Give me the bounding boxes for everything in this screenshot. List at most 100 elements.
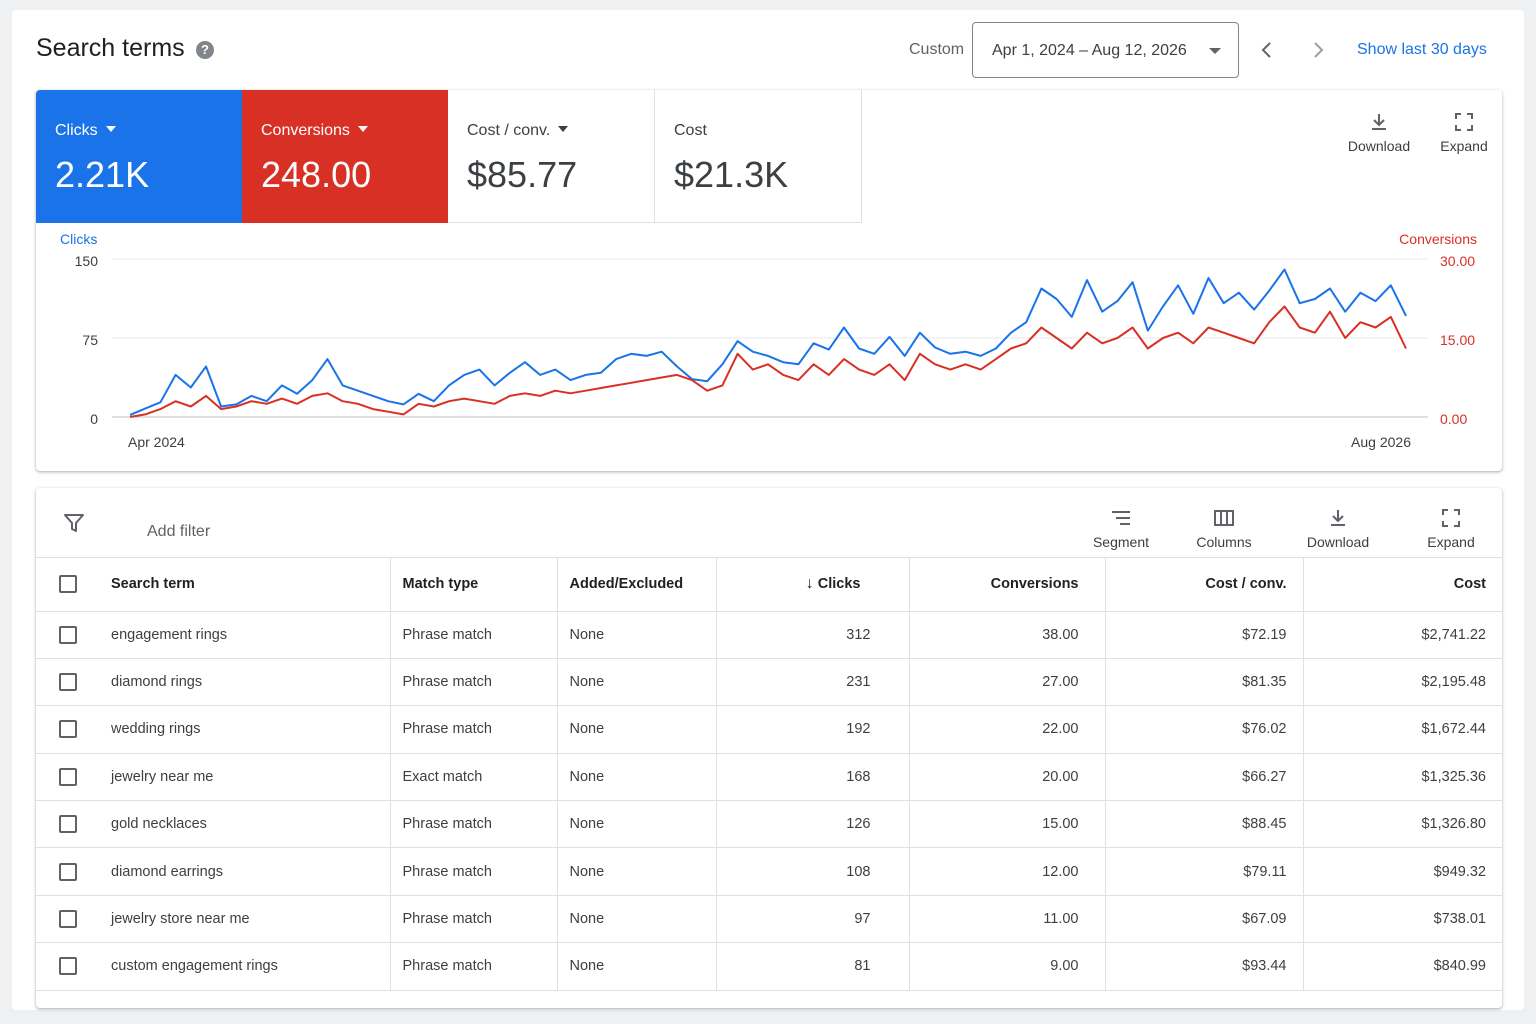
- search-term-cell[interactable]: gold necklaces: [100, 800, 390, 849]
- added-excluded-cell: None: [556, 611, 716, 659]
- metric-value: $21.3K: [674, 154, 789, 195]
- previous-period-button[interactable]: [1255, 38, 1279, 62]
- x-start-label: Apr 2024: [128, 434, 185, 450]
- table-expand-button[interactable]: Expand: [1421, 508, 1481, 550]
- row-checkbox[interactable]: [59, 815, 77, 834]
- cost-per-conv-cell: $93.44: [1104, 942, 1303, 991]
- column-header-search-term[interactable]: Search term: [100, 558, 390, 612]
- column-header-cost-per-conv[interactable]: Cost / conv.: [1104, 558, 1303, 612]
- next-period-button[interactable]: [1306, 38, 1330, 62]
- table-body: engagement rings Phrase match None 312 38.00…: [36, 611, 1502, 991]
- search-term-cell[interactable]: diamond earrings: [100, 847, 390, 896]
- search-terms-page: Search terms ? Custom Apr 1, 2024 – Aug …: [12, 10, 1524, 1010]
- column-header-conversions[interactable]: Conversions: [908, 558, 1105, 612]
- search-term-cell[interactable]: jewelry near me: [100, 753, 390, 802]
- added-excluded-cell: None: [556, 895, 716, 944]
- match-type-cell: Phrase match: [389, 800, 557, 849]
- cost-cell: $1,325.36: [1302, 753, 1502, 802]
- match-type-cell: Phrase match: [389, 942, 557, 991]
- search-term-cell[interactable]: custom engagement rings: [100, 942, 390, 991]
- date-range-picker[interactable]: Apr 1, 2024 – Aug 12, 2026: [972, 22, 1239, 78]
- row-checkbox[interactable]: [59, 957, 77, 976]
- search-term-cell[interactable]: jewelry store near me: [100, 895, 390, 944]
- metric-value: 2.21K: [55, 154, 150, 195]
- search-term-cell[interactable]: engagement rings: [100, 611, 390, 659]
- conversions-cell: 12.00: [908, 847, 1105, 896]
- select-all-checkbox[interactable]: [59, 575, 77, 594]
- column-header-cost[interactable]: Cost: [1302, 558, 1502, 612]
- table-row[interactable]: wedding rings Phrase match None 192 22.00 $76…: [36, 705, 1502, 754]
- conversions-cell: 22.00: [908, 705, 1105, 754]
- download-icon: [1372, 114, 1386, 130]
- segment-button[interactable]: Segment: [1088, 508, 1154, 550]
- row-checkbox[interactable]: [59, 673, 77, 692]
- cost-per-conv-cell: $66.27: [1104, 753, 1303, 802]
- cost-cell: $738.01: [1302, 895, 1502, 944]
- conversions-cell: 15.00: [908, 800, 1105, 849]
- column-header-match-type[interactable]: Match type: [389, 558, 557, 612]
- table-row[interactable]: gold necklaces Phrase match None 126 15.00 $8…: [36, 800, 1502, 849]
- search-terms-table: Search term Match type Added/Excluded ↓ C…: [36, 558, 1502, 991]
- metric-label: Clicks: [55, 122, 98, 139]
- match-type-cell: Phrase match: [389, 847, 557, 896]
- row-checkbox[interactable]: [59, 910, 77, 929]
- column-header-label: Clicks: [817, 576, 861, 593]
- added-excluded-cell: None: [556, 753, 716, 802]
- metric-value: 248.00: [261, 154, 372, 195]
- row-checkbox[interactable]: [59, 767, 77, 786]
- metric-tile-clicks[interactable]: Clicks 2.21K: [36, 90, 242, 223]
- range-type-label: Custom: [909, 41, 965, 58]
- row-checkbox[interactable]: [59, 625, 77, 644]
- download-label: Download: [1347, 138, 1411, 154]
- x-end-label: Aug 2026: [1351, 434, 1411, 450]
- cost-cell: $1,672.44: [1302, 705, 1502, 754]
- filter-icon[interactable]: [63, 512, 85, 534]
- metric-tile-conversions[interactable]: Conversions 248.00: [242, 90, 448, 223]
- help-icon[interactable]: ?: [196, 41, 214, 59]
- table-row[interactable]: custom engagement rings Phrase match None 8…: [36, 942, 1502, 991]
- left-tick-label: 75: [82, 332, 98, 348]
- chart-download-button[interactable]: Download: [1341, 112, 1417, 154]
- added-excluded-cell: None: [556, 658, 716, 707]
- cost-per-conv-cell: $72.19: [1104, 611, 1303, 659]
- row-checkbox[interactable]: [59, 720, 77, 739]
- metric-value: $85.77: [467, 154, 578, 195]
- match-type-cell: Phrase match: [389, 611, 557, 659]
- table-row[interactable]: engagement rings Phrase match None 312 38.00…: [36, 611, 1502, 659]
- expand-label: Expand: [1440, 138, 1488, 154]
- added-excluded-cell: None: [556, 942, 716, 991]
- row-checkbox[interactable]: [59, 862, 77, 881]
- cost-cell: $949.32: [1302, 847, 1502, 896]
- right-tick-label: 30.00: [1440, 253, 1475, 269]
- metric-tile-cost-per-conv[interactable]: Cost / conv. $85.77: [448, 90, 655, 223]
- expand-icon: [1455, 113, 1473, 131]
- chevron-left-icon: [1261, 42, 1271, 58]
- table-row[interactable]: diamond rings Phrase match None 231 27.00 $81…: [36, 658, 1502, 707]
- performance-chart-card: Clicks 2.21K Conversions 248.00 Cost / c…: [36, 90, 1502, 471]
- metric-label: Conversions: [261, 122, 350, 139]
- download-label: Download: [1306, 534, 1370, 550]
- page-title: Search terms: [36, 34, 185, 62]
- show-last-30-days-link[interactable]: Show last 30 days: [1357, 41, 1487, 58]
- metric-tile-cost[interactable]: Cost $21.3K: [655, 90, 862, 223]
- clicks-cell: 192: [715, 705, 909, 754]
- table-row[interactable]: jewelry store near me Phrase match None 97 1…: [36, 895, 1502, 944]
- table-row[interactable]: jewelry near me Exact match None 168 20.00 $6…: [36, 753, 1502, 802]
- clicks-conversions-line-chart: Clicks Conversions 150 75 0 30.00 15.00 …: [60, 231, 1477, 450]
- metric-label: Cost / conv.: [467, 122, 551, 139]
- chart-expand-button[interactable]: Expand: [1434, 112, 1494, 154]
- clicks-cell: 108: [715, 847, 909, 896]
- table-row[interactable]: diamond earrings Phrase match None 108 12.00…: [36, 847, 1502, 896]
- columns-button[interactable]: Columns: [1192, 508, 1256, 550]
- metric-label: Cost: [674, 122, 707, 139]
- column-header-added-excluded[interactable]: Added/Excluded: [556, 558, 716, 612]
- search-term-cell[interactable]: wedding rings: [100, 705, 390, 754]
- expand-icon: [1442, 509, 1460, 527]
- search-term-cell[interactable]: diamond rings: [100, 658, 390, 707]
- conversions-cell: 20.00: [908, 753, 1105, 802]
- match-type-cell: Phrase match: [389, 658, 557, 707]
- clicks-cell: 126: [715, 800, 909, 849]
- column-header-clicks[interactable]: ↓ Clicks: [715, 558, 909, 612]
- table-download-button[interactable]: Download: [1300, 508, 1376, 550]
- add-filter-input[interactable]: Add filter: [147, 523, 211, 540]
